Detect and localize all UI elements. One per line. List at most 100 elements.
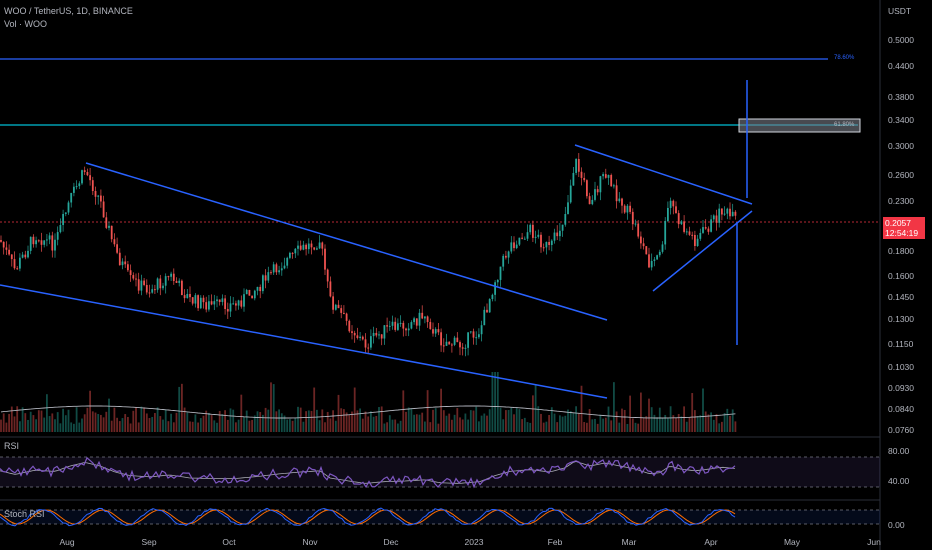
volume-bar: [399, 420, 402, 432]
volume-bar: [283, 415, 286, 432]
candle-body: [448, 341, 451, 345]
volume-bar: [610, 420, 613, 432]
volume-bar: [35, 419, 37, 432]
volume-bar: [583, 422, 586, 432]
time-tick: May: [783, 537, 801, 547]
rsi-pane[interactable]: [0, 456, 880, 489]
volume-indicator-label[interactable]: Vol · WOO: [4, 19, 48, 29]
candle-body: [456, 337, 459, 343]
volume-bar: [594, 418, 596, 432]
volume-bar: [731, 409, 734, 432]
candle-body: [451, 344, 453, 346]
volume-bar: [577, 413, 580, 432]
fib-zone-box[interactable]: [738, 118, 861, 133]
volume-bar: [667, 417, 669, 432]
candle-body: [561, 224, 564, 231]
current-price-value: 0.2057: [885, 218, 911, 228]
volume-bar: [140, 406, 143, 432]
volume-bar: [124, 414, 127, 432]
volume-bar: [102, 417, 105, 432]
candle-body: [121, 261, 124, 266]
candle-body: [321, 242, 324, 249]
candle-body: [699, 232, 702, 239]
volume-bar: [259, 412, 262, 432]
candle-body: [175, 280, 178, 283]
candle-body: [461, 347, 464, 349]
candle-body: [337, 304, 340, 309]
candle-body: [629, 205, 631, 212]
volume-bar: [108, 398, 110, 432]
volume-bar: [37, 410, 40, 432]
candle-body: [140, 280, 143, 291]
volume-bar: [380, 406, 383, 432]
candle-body: [496, 279, 499, 283]
volume-bar: [391, 419, 394, 432]
candle-body: [734, 211, 737, 216]
price-tick: 0.3000: [888, 141, 914, 151]
price-candles[interactable]: [0, 153, 737, 357]
volume-bar: [726, 408, 729, 432]
volume-bar: [505, 410, 507, 432]
candle-body: [51, 235, 54, 251]
candle-body: [364, 339, 367, 348]
volume-bar: [218, 410, 221, 432]
candle-body: [16, 268, 19, 270]
stoch-rsi-label[interactable]: Stoch RSI: [4, 509, 45, 519]
volume-bar: [526, 422, 529, 432]
volume-bar: [253, 415, 256, 432]
volume-bar: [248, 420, 251, 432]
candle-body: [621, 198, 623, 206]
candle-body: [218, 299, 221, 302]
triangle-upper-line[interactable]: [574, 144, 753, 205]
volume-bar: [559, 415, 561, 432]
volume-bar: [518, 409, 521, 432]
candle-body: [35, 240, 37, 245]
candle-body: [100, 195, 102, 202]
candle-body: [326, 269, 329, 282]
candle-body: [19, 257, 21, 269]
volume-bar: [351, 411, 353, 432]
volume-bar: [556, 422, 559, 432]
candle-body: [610, 174, 613, 187]
candle-body: [715, 215, 718, 223]
candle-body: [351, 331, 353, 333]
candle-body: [124, 261, 127, 265]
candle-body: [289, 252, 291, 258]
volume-bar: [494, 372, 496, 432]
volume-bar: [46, 394, 48, 432]
volume-bar: [464, 413, 467, 432]
volume-bar: [337, 394, 340, 432]
volume-bar: [370, 411, 372, 432]
rsi-label[interactable]: RSI: [4, 441, 20, 451]
currency-label: USDT: [888, 6, 912, 16]
volume-bar: [159, 416, 162, 432]
volume-bar: [445, 415, 448, 432]
volume-bar: [440, 388, 442, 432]
volume-bar: [704, 411, 707, 432]
volume-bar: [307, 410, 310, 432]
time-tick: Dec: [383, 537, 399, 547]
candle-body: [264, 275, 267, 281]
channel-upper-trendline[interactable]: [85, 162, 608, 321]
volume-bar: [67, 409, 70, 432]
candle-body: [21, 254, 24, 258]
candle-body: [367, 347, 370, 349]
candle-body: [618, 198, 621, 202]
volume-bar: [8, 413, 10, 432]
candle-body: [534, 236, 537, 238]
time-tick: Mar: [621, 537, 637, 547]
drawings[interactable]: [0, 80, 753, 399]
triangle-lower-line[interactable]: [652, 210, 753, 292]
candle-body: [426, 316, 429, 323]
volume-bar: [631, 418, 634, 432]
stoch-pane[interactable]: [0, 507, 880, 527]
channel-lower-trendline[interactable]: [0, 284, 608, 399]
candle-body: [648, 254, 650, 268]
symbol-title[interactable]: WOO / TetherUS, 1D, BINANCE: [4, 6, 133, 16]
volume-bar: [183, 407, 186, 432]
candle-body: [191, 297, 194, 304]
candle-body: [356, 335, 359, 338]
time-tick: Apr: [704, 537, 718, 547]
candle-body: [2, 241, 5, 248]
